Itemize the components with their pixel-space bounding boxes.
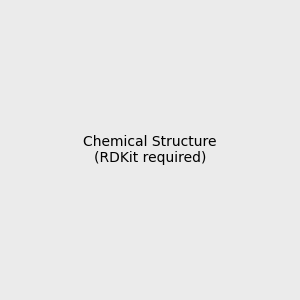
Text: Chemical Structure
(RDKit required): Chemical Structure (RDKit required) [83,135,217,165]
